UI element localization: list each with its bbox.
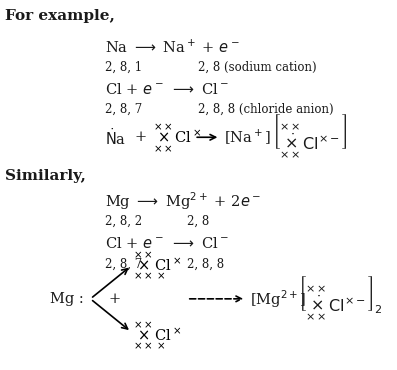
Text: For example,: For example, (5, 9, 115, 23)
Text: 2, 8: 2, 8 (187, 215, 209, 228)
Text: Na $\longrightarrow$ Na$^+$ + $e^-$: Na $\longrightarrow$ Na$^+$ + $e^-$ (105, 38, 240, 56)
Text: $\overset{\times\times}{\times}$Cl$^\times$: $\overset{\times\times}{\times}$Cl$^\tim… (133, 320, 181, 344)
Text: 2, 8, 2: 2, 8, 2 (105, 215, 143, 228)
Text: +: + (135, 130, 147, 144)
Text: 2, 8, 7: 2, 8, 7 (105, 258, 143, 270)
Text: $\underset{\times\times}{\overset{\times\times}{\times}}$Cl$^\times$: $\underset{\times\times}{\overset{\times… (154, 121, 202, 154)
Text: 2, 8, 7: 2, 8, 7 (105, 103, 143, 116)
Text: Similarly,: Similarly, (5, 169, 86, 183)
Text: [Mg$^{2+}$]: [Mg$^{2+}$] (250, 288, 306, 310)
Text: 2, 8 (sodium cation): 2, 8 (sodium cation) (198, 61, 316, 74)
Text: 2, 8, 8 (chloride anion): 2, 8, 8 (chloride anion) (198, 103, 333, 116)
Text: 2, 8, 8: 2, 8, 8 (187, 258, 224, 270)
Text: 2, 8, 1: 2, 8, 1 (105, 61, 143, 74)
Text: Mg :: Mg : (50, 292, 83, 306)
Text: $\underset{\times\times\times}{}$: $\underset{\times\times\times}{}$ (133, 338, 166, 352)
Text: $\overset{\times\times}{\times}$Cl$^\times$: $\overset{\times\times}{\times}$Cl$^\tim… (133, 250, 181, 274)
Text: Cl + $e^-$ $\longrightarrow$ Cl$^-$: Cl + $e^-$ $\longrightarrow$ Cl$^-$ (105, 236, 229, 251)
Text: $\underset{\times\times\times}{}$: $\underset{\times\times\times}{}$ (133, 268, 166, 282)
Text: $\dot{\text{N}}$a: $\dot{\text{N}}$a (105, 127, 127, 148)
Text: Mg $\longrightarrow$ Mg$^{2+}$ + 2$e^-$: Mg $\longrightarrow$ Mg$^{2+}$ + 2$e^-$ (105, 191, 262, 212)
Text: $\left[\underset{\times\times}{\overset{\times\times}{\dot{\times}}}\text{Cl}^{\: $\left[\underset{\times\times}{\overset{… (272, 113, 348, 161)
Text: [Na$^+$]: [Na$^+$] (224, 128, 271, 147)
Text: Cl + $e^-$ $\longrightarrow$ Cl$^-$: Cl + $e^-$ $\longrightarrow$ Cl$^-$ (105, 82, 229, 97)
Text: +: + (109, 292, 121, 306)
Text: $\left[\underset{\times\times}{\overset{\times\times}{\dot{\times}}}\text{Cl}^{\: $\left[\underset{\times\times}{\overset{… (298, 275, 383, 323)
